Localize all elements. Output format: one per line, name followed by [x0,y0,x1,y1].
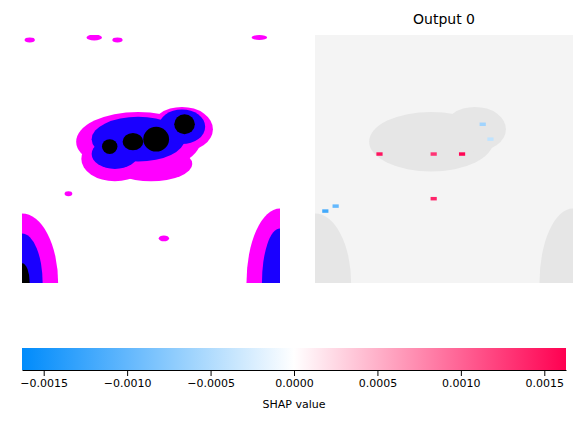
tick-mark [377,370,378,376]
shap-cell [459,152,465,155]
shap-cell [376,152,382,155]
tick-mark [461,370,462,376]
image-ground [22,35,280,283]
image-blob [112,37,122,42]
tick-label: −0.0010 [104,377,152,390]
shap-cell [322,209,328,212]
tick: −0.0015 [20,370,68,390]
image-blob [262,228,280,283]
tick-label: 0.0005 [359,377,398,390]
tick-label: −0.0015 [20,377,68,390]
input-image [22,35,280,283]
tick: 0.0000 [275,370,314,390]
colorbar-axis: −0.0015 −0.0010 −0.0005 0.0000 0.0005 0.0010 0… [20,370,566,390]
tick: −0.0010 [104,370,152,390]
tick-label: 0.0015 [526,377,565,390]
tick: 0.0005 [359,370,398,390]
shap-cell [431,197,437,200]
title: Output 0 [413,11,475,27]
tick: 0.0010 [442,370,481,390]
tick: −0.0005 [187,370,235,390]
image-blob [22,263,30,283]
tick-label: −0.0005 [187,377,235,390]
tick: 0.0015 [526,370,565,390]
colorbar [22,348,566,370]
image-blob [65,191,73,196]
image-blob [87,35,102,40]
tick-mark [211,370,212,376]
shap-cell [487,137,493,140]
image-blob [22,233,43,283]
image-blob [444,107,506,152]
image-blob [539,209,573,283]
tick-label: 0.0000 [275,377,314,390]
image-ground [315,35,573,283]
figure: Output 0 −0.0015 −0.0010 −0.0005 0.0000 0.000… [0,0,583,425]
image-blob [22,214,58,283]
image-blob [159,235,169,241]
image-blob [174,114,195,134]
shap-cell [333,204,339,207]
colorbar-label: SHAP value [263,398,326,411]
shap-cell [480,123,486,126]
image-blob [246,209,280,283]
image-blob [123,133,144,150]
tick-mark [294,370,295,376]
image-blob [315,214,351,283]
shap-cell [431,152,437,155]
image-blob [25,37,35,42]
tick-mark [544,370,545,376]
image-blob [252,35,267,40]
tick-label: 0.0010 [442,377,481,390]
image-blob [102,139,117,154]
shap-plot [315,35,573,283]
tick-mark [127,370,128,376]
tick-mark [44,370,45,376]
image-blob [143,127,169,152]
